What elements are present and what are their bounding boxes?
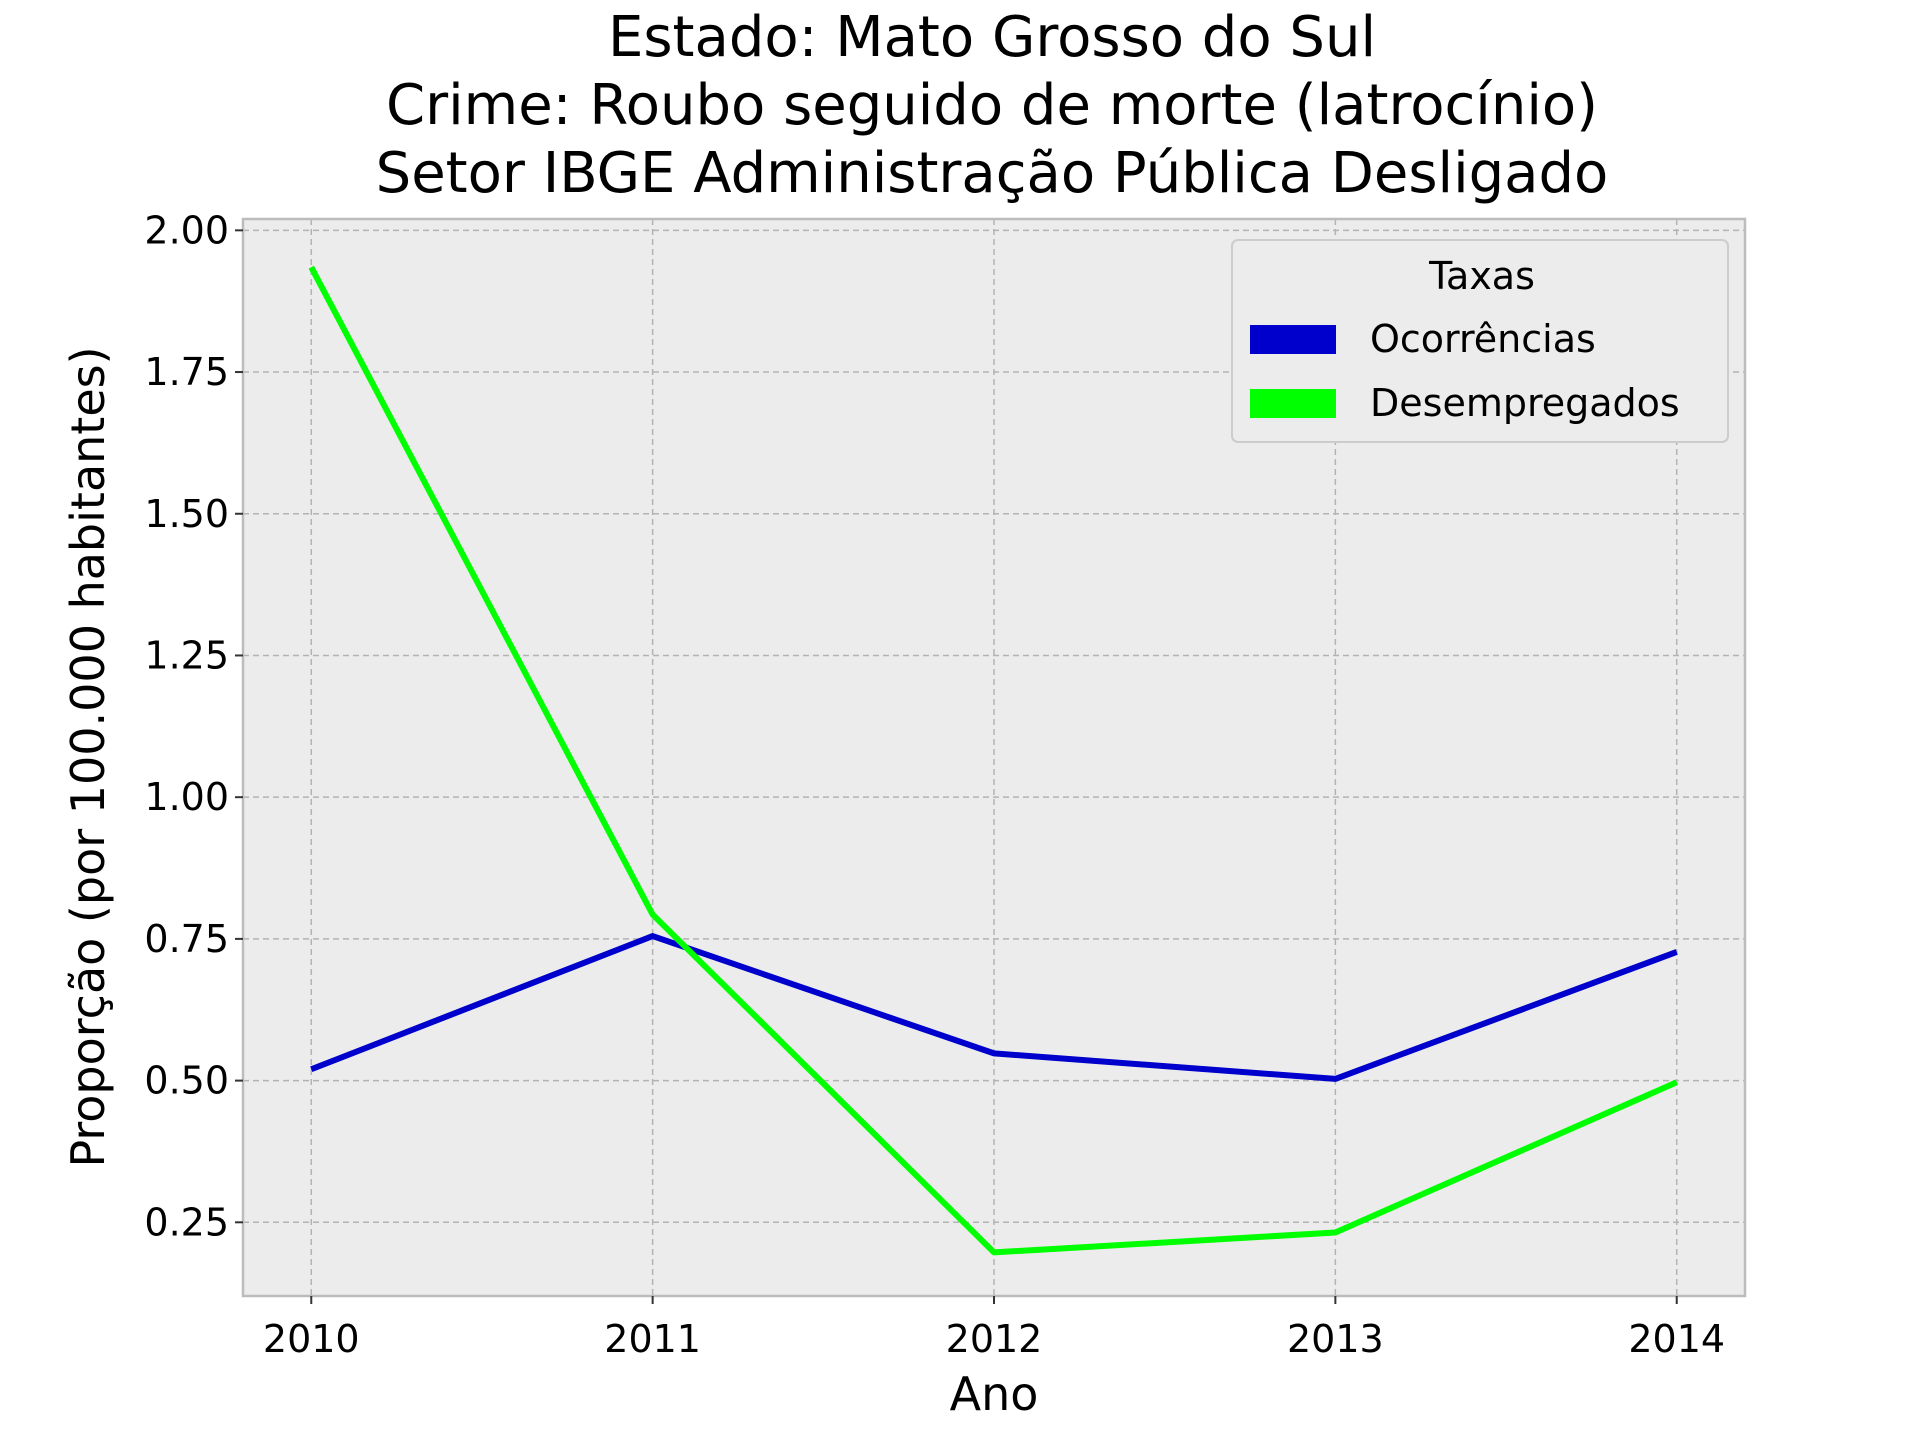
y-tick-label: 0.25 [144, 1200, 229, 1244]
y-tick-label: 1.25 [144, 633, 229, 677]
series-line-2 [308, 265, 1678, 1256]
x-tick-label: 2014 [1628, 1317, 1725, 1361]
chart-title: Estado: Mato Grosso do Sul Crime: Roubo … [376, 5, 1609, 206]
y-axis-ticks: 0.25 0.50 0.75 1.00 1.25 1.50 1.75 2.00 [144, 208, 243, 1244]
y-tick-label: 2.00 [144, 208, 229, 252]
legend-label: Ocorrências [1370, 317, 1596, 361]
legend-title: Taxas [1428, 254, 1535, 298]
legend-swatch [1250, 325, 1336, 354]
x-tick-label: 2012 [946, 1317, 1043, 1361]
title-line-1: Estado: Mato Grosso do Sul [608, 5, 1376, 70]
y-tick-label: 1.50 [144, 492, 229, 536]
x-tick-label: 2013 [1287, 1317, 1384, 1361]
y-tick-label: 0.75 [144, 917, 229, 961]
legend-entries: Ocorrências Desempregados [1250, 317, 1680, 425]
y-axis-title: Proporção (por 100.000 habitantes) [61, 346, 115, 1167]
series-lines [308, 265, 1678, 1256]
legend: Taxas Ocorrências Desempregados [1231, 239, 1729, 443]
y-tick-label: 1.75 [144, 350, 229, 394]
y-tick-label: 1.00 [144, 775, 229, 819]
legend-label: Desempregados [1370, 381, 1680, 425]
x-axis-ticks: 2010 2011 2012 2013 2014 [263, 1296, 1725, 1361]
legend-swatch [1250, 389, 1336, 418]
x-tick-label: 2011 [604, 1317, 701, 1361]
y-tick-label: 0.50 [144, 1059, 229, 1103]
legend-box [1231, 239, 1729, 443]
title-line-3: Setor IBGE Administração Pública Desliga… [376, 141, 1609, 206]
x-axis-title: Ano [950, 1367, 1039, 1421]
x-tick-label: 2010 [263, 1317, 360, 1361]
title-line-2: Crime: Roubo seguido de morte (latrocíni… [386, 73, 1598, 138]
series-line-1 [310, 933, 1678, 1082]
